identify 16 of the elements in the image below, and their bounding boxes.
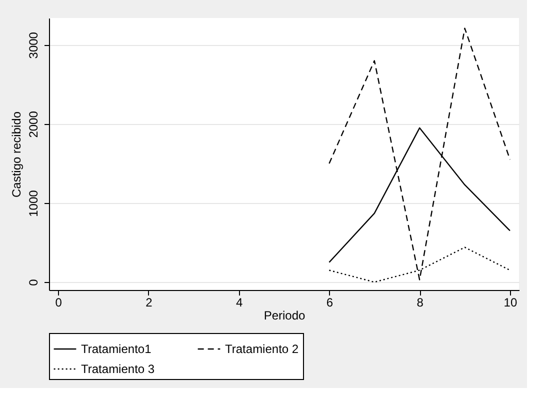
legend-label: Tratamiento 3	[81, 362, 155, 376]
x-tick-label: 8	[416, 296, 424, 310]
legend-label: Tratamiento 2	[225, 342, 299, 356]
y-tick-label: 1000	[26, 190, 40, 217]
x-axis-title: Periodo	[264, 308, 306, 322]
y-tick-label: 0	[26, 278, 40, 286]
x-tick-label: 2	[146, 296, 153, 310]
x-tick-label: 6	[326, 296, 334, 310]
y-tick-label: 2000	[26, 110, 40, 138]
x-tick-label: 0	[55, 296, 62, 310]
y-axis-title: Castigo recibido	[10, 111, 24, 198]
x-tick-label: 4	[236, 296, 243, 310]
line-series	[328, 28, 511, 280]
y-tick-label: 3000	[26, 32, 40, 59]
legend-label: Tratamiento1	[81, 342, 152, 356]
x-tick-label: 10	[504, 296, 518, 310]
